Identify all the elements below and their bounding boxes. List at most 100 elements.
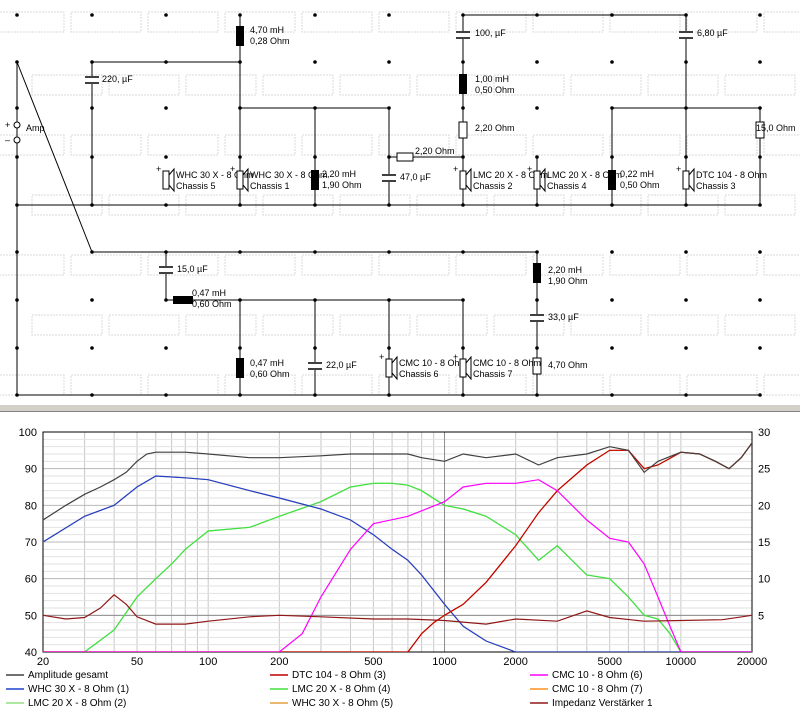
cell-placeholder — [339, 74, 411, 96]
inductor-symbol[interactable] — [459, 74, 467, 94]
cell-placeholder — [301, 374, 373, 396]
grid-dot — [758, 60, 762, 64]
y-tick-label: 100 — [19, 427, 37, 439]
cell-placeholder — [724, 314, 796, 336]
wires — [16, 14, 761, 396]
driver-chassis: Chassis 6 — [399, 369, 439, 379]
inductor-symbol[interactable] — [173, 296, 193, 304]
component-value: 100, µF — [475, 28, 506, 38]
x-tick-label: 500 — [364, 656, 382, 668]
grid-dot — [535, 106, 539, 110]
inductor-symbol[interactable] — [236, 358, 244, 378]
grid-cells — [0, 11, 800, 396]
cell-placeholder — [455, 11, 527, 33]
capacitor-symbol[interactable] — [307, 362, 323, 370]
capacitor-symbol[interactable] — [158, 266, 174, 274]
inductor-symbol[interactable] — [236, 26, 244, 46]
component-value-2: 1,90 Ohm — [322, 180, 362, 190]
grid-dot — [164, 155, 168, 159]
cell-placeholder — [262, 74, 334, 96]
cell-placeholder — [686, 254, 758, 276]
cell-placeholder — [31, 74, 103, 96]
frequency-chart: 40 50 60 70 80 90 100 5 10 15 20 25 30 20 50 100 200 500 1… — [0, 412, 800, 723]
y-tick-label: 90 — [25, 464, 37, 476]
amplifier-terminal[interactable]: + – Amp — [5, 120, 45, 145]
resistor-symbol[interactable] — [458, 121, 468, 139]
driver-polarity: + — [379, 352, 384, 362]
series-line-5 — [43, 482, 752, 652]
grid-dot — [90, 346, 94, 350]
cell-placeholder — [532, 374, 604, 396]
inductor-symbol[interactable] — [608, 170, 616, 190]
capacitor-symbol[interactable] — [529, 314, 545, 322]
capacitor-symbol[interactable] — [455, 31, 471, 39]
cell-placeholder — [686, 134, 758, 156]
legend-entry: DTC 104 - 8 Ohm (3) — [292, 670, 386, 681]
x-tick-label: 20000 — [737, 656, 768, 668]
cell-placeholder — [570, 74, 642, 96]
cell-placeholder — [0, 134, 65, 156]
capacitor-symbol[interactable] — [381, 174, 397, 182]
driver-chassis: Chassis 4 — [547, 181, 587, 191]
driver-polarity: + — [230, 164, 235, 174]
cell-placeholder — [763, 254, 800, 276]
x-tick-label: 200 — [270, 656, 288, 668]
resistor-symbol[interactable] — [532, 357, 542, 375]
crossover-schematic[interactable]: + – Amp 4,70 mH 0,28 Ohm 220, µF 100, µF 6,80 µ… — [0, 0, 800, 404]
capacitor-symbol[interactable] — [678, 31, 694, 39]
cell-placeholder — [339, 314, 411, 336]
cell-placeholder — [108, 314, 180, 336]
driver-name: WHC 30 X - 8 Ohm — [250, 170, 328, 180]
cell-placeholder — [378, 254, 450, 276]
grid-dot — [684, 346, 688, 350]
splitter-bar[interactable] — [0, 404, 800, 412]
cell-placeholder — [378, 134, 450, 156]
graph-background — [0, 412, 800, 723]
inductor-symbol[interactable] — [311, 170, 319, 190]
series-line-4 — [43, 475, 752, 652]
cell-placeholder — [147, 11, 219, 33]
driver-chassis: Chassis 1 — [250, 181, 290, 191]
cell-placeholder — [70, 374, 142, 396]
x-tick-label: 2000 — [503, 656, 527, 668]
legend: Amplitude gesamt DTC 104 - 8 Ohm (3) CMC 1… — [6, 670, 653, 709]
cell-placeholder — [647, 314, 719, 336]
cell-placeholder — [763, 134, 800, 156]
inductor-symbol[interactable] — [533, 263, 541, 283]
cell-placeholder — [224, 11, 296, 33]
cell-placeholder — [763, 374, 800, 396]
capacitor-symbol[interactable] — [84, 76, 100, 84]
cell-placeholder — [185, 314, 257, 336]
component-value: 2,20 mH — [322, 169, 356, 179]
y-tick-label: 70 — [25, 537, 37, 549]
grid-dot — [313, 13, 317, 17]
resistor-symbol[interactable] — [755, 121, 765, 139]
legend-entry: CMC 10 - 8 Ohm (6) — [552, 670, 643, 681]
cell-placeholder — [378, 11, 450, 33]
component-value: 33,0 µF — [548, 312, 579, 322]
cell-placeholder — [416, 74, 488, 96]
x-tick-label: 5000 — [597, 656, 621, 668]
cell-placeholder — [301, 134, 373, 156]
cell-placeholder — [185, 74, 257, 96]
cell-placeholder — [0, 254, 65, 276]
grid-dot — [758, 250, 762, 254]
resistor-symbol[interactable] — [396, 152, 414, 162]
y2-tick-label: 20 — [758, 500, 770, 512]
driver-chassis: Chassis 2 — [473, 181, 513, 191]
cell-placeholder — [301, 11, 373, 33]
cell-placeholder — [686, 374, 758, 396]
driver-name: LMC 20 X - 8 Ohm — [473, 170, 548, 180]
series-line-9 — [43, 594, 752, 625]
grid-dot — [15, 13, 19, 17]
component-value: 2,20 mH — [548, 265, 582, 275]
component-value-2: 1,90 Ohm — [548, 276, 588, 286]
cell-placeholder — [609, 134, 681, 156]
